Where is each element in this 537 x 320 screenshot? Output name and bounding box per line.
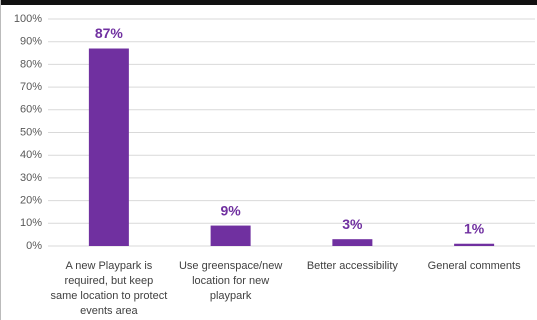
bar	[454, 243, 495, 246]
value-label: 9%	[221, 202, 242, 218]
y-tick-label: 0%	[26, 240, 42, 252]
bar	[88, 48, 129, 247]
top-edge	[0, 0, 537, 5]
y-tick-label: 70%	[20, 81, 42, 93]
y-tick-label: 80%	[20, 58, 42, 70]
y-tick-label: 40%	[20, 149, 42, 161]
y-tick-label: 50%	[20, 126, 42, 138]
x-tick-label: A new Playpark is required, but keep sam…	[50, 260, 168, 317]
bar	[332, 239, 373, 246]
x-tick-label: Better accessibility	[306, 260, 398, 272]
y-tick-label: 90%	[20, 36, 42, 48]
bar	[210, 225, 251, 246]
x-tick-label: General comments	[427, 260, 521, 272]
y-tick-label: 100%	[14, 13, 42, 25]
y-tick-label: 60%	[20, 104, 42, 116]
value-label: 87%	[95, 25, 124, 41]
value-label: 3%	[342, 216, 363, 232]
x-tick-label: Use greenspace/new location for new play…	[178, 260, 283, 302]
value-label: 1%	[464, 220, 485, 236]
y-tick-label: 30%	[20, 172, 42, 184]
y-tick-label: 20%	[20, 195, 42, 207]
y-tick-label: 10%	[20, 217, 42, 229]
